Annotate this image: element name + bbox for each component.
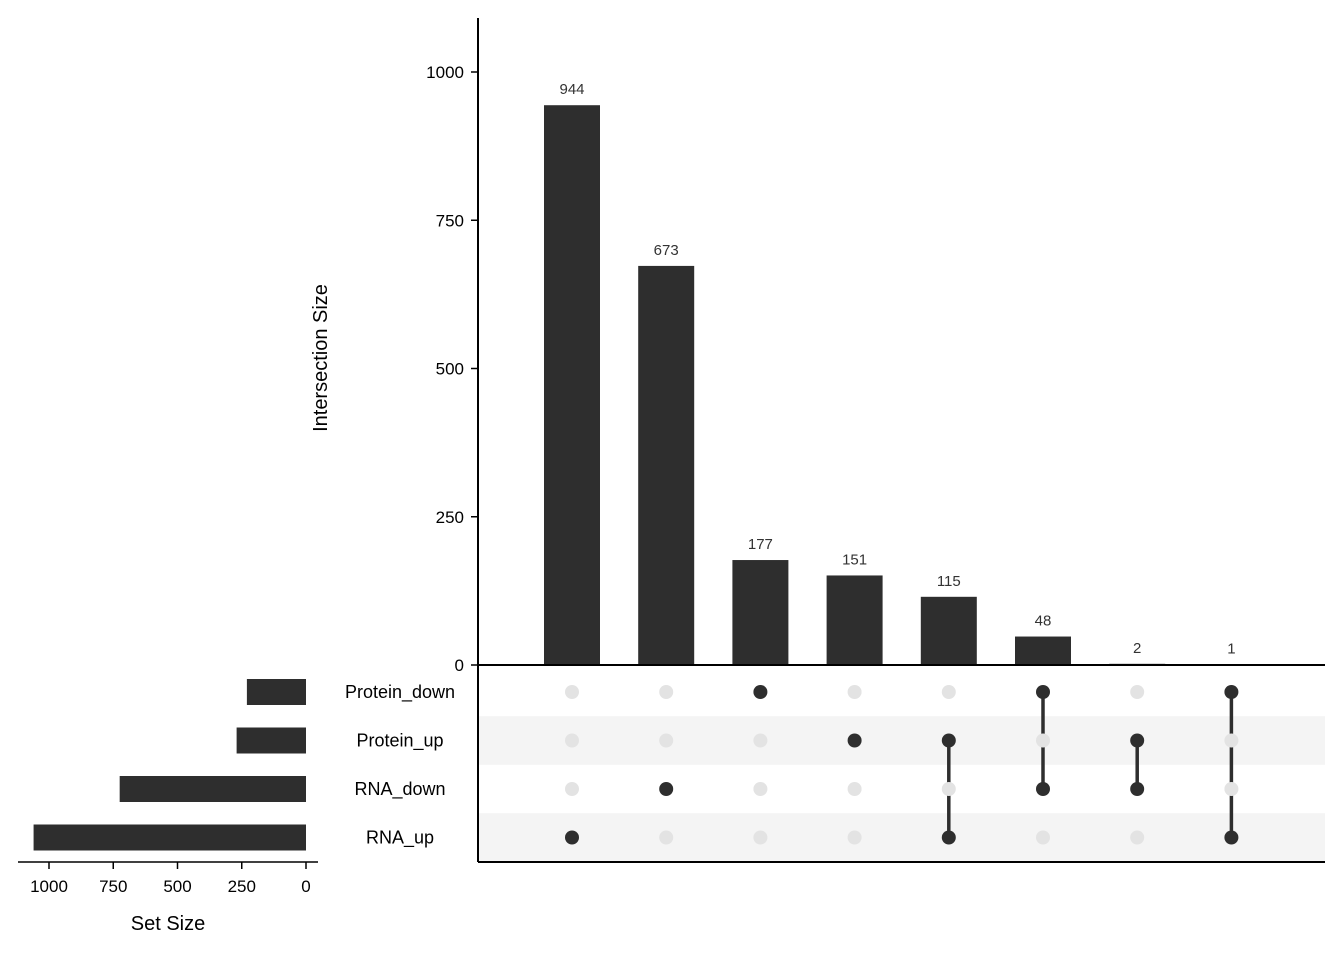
matrix-dot-active xyxy=(941,830,956,845)
intersection-bar xyxy=(920,596,977,665)
matrix-dot-active xyxy=(1224,830,1239,845)
matrix-dot-active xyxy=(941,733,956,748)
matrix-dot-inactive xyxy=(941,685,956,699)
set-label: RNA_down xyxy=(354,779,445,800)
set-size-tick-label: 750 xyxy=(99,877,127,896)
matrix-dot-active xyxy=(565,830,579,845)
set-size-bar xyxy=(119,776,306,802)
intersection-bar-value: 115 xyxy=(937,573,961,590)
matrix-row-stripe xyxy=(478,813,1325,862)
matrix-dot-active xyxy=(1036,685,1050,699)
matrix-dot-inactive xyxy=(659,685,674,699)
y-axis-tick-label: 250 xyxy=(436,508,464,527)
intersection-bar xyxy=(638,265,695,665)
matrix-dot-inactive xyxy=(565,782,579,796)
y-axis-tick-label: 1000 xyxy=(426,63,464,82)
intersection-bar xyxy=(544,105,600,665)
set-label: Protein_down xyxy=(345,682,455,703)
set-size-tick-label: 0 xyxy=(301,877,310,896)
y-axis-title: Intersection Size xyxy=(310,284,332,432)
matrix-stripes xyxy=(478,716,1325,862)
intersection-bar-value: 151 xyxy=(842,551,867,568)
set-labels: Protein_down Protein_up RNA_down RNA_up xyxy=(345,682,455,849)
matrix-dot-inactive xyxy=(659,733,674,748)
matrix-dot-inactive xyxy=(1130,685,1145,699)
set-size-tick-label: 500 xyxy=(163,877,191,896)
matrix-axes xyxy=(477,664,1325,863)
matrix-dot-active xyxy=(1224,685,1239,699)
matrix-dot-active xyxy=(847,733,862,748)
matrix-dot-inactive xyxy=(659,830,674,845)
set-size-tick-label: 1000 xyxy=(30,877,68,896)
intersection-bar xyxy=(732,560,789,665)
intersection-bar xyxy=(826,575,883,665)
bar-value-labels: 944 673 177 151 115 48 2 1 xyxy=(559,81,1235,657)
set-size-axis: 1000 750 500 250 0 xyxy=(18,861,318,896)
matrix-dot-active xyxy=(753,685,768,699)
matrix-dot-active xyxy=(659,782,674,796)
y-axis-tick-label: 500 xyxy=(436,360,464,379)
set-label: Protein_up xyxy=(356,731,443,752)
y-axis-tick-label: 750 xyxy=(436,211,464,230)
intersection-bar-value: 1 xyxy=(1227,640,1235,657)
intersection-bar-value: 944 xyxy=(559,81,584,98)
matrix-dot-inactive xyxy=(753,733,768,748)
set-size-axis-title: Set Size xyxy=(131,913,205,935)
matrix-dot-inactive xyxy=(847,685,862,699)
matrix-row-stripe xyxy=(478,716,1325,765)
matrix-dot-inactive xyxy=(565,733,579,748)
intersection-bar xyxy=(1015,636,1071,665)
matrix-dot-active xyxy=(1130,733,1145,748)
matrix-dot-inactive xyxy=(847,830,862,845)
matrix-dot-inactive xyxy=(1224,733,1239,748)
set-size-bars xyxy=(33,679,307,851)
matrix-dot-inactive xyxy=(941,782,956,796)
matrix-dot-active xyxy=(1130,782,1145,796)
matrix-dot-inactive xyxy=(847,782,862,796)
matrix-dots xyxy=(565,685,1239,845)
intersection-bar-value: 2 xyxy=(1133,640,1141,657)
set-size-bar xyxy=(33,824,307,851)
y-axis-tick-label: 0 xyxy=(455,656,464,675)
matrix-dot-inactive xyxy=(1224,782,1239,796)
intersection-bar-value: 48 xyxy=(1035,613,1052,630)
matrix-dot-inactive xyxy=(753,830,768,845)
intersection-bar-value: 673 xyxy=(654,242,679,259)
matrix-dot-inactive xyxy=(753,782,768,796)
intersection-bar-value: 177 xyxy=(748,536,773,553)
set-label: RNA_up xyxy=(366,828,434,849)
y-axis: 0 250 500 750 1000 xyxy=(426,18,479,675)
matrix-dot-inactive xyxy=(1130,830,1145,845)
set-size-tick-label: 250 xyxy=(228,877,256,896)
matrix-dot-active xyxy=(1036,782,1050,796)
matrix-dot-inactive xyxy=(1036,830,1050,845)
matrix-dot-inactive xyxy=(565,685,579,699)
matrix-dot-inactive xyxy=(1036,733,1050,748)
set-size-bar xyxy=(236,727,306,754)
intersection-bars xyxy=(544,105,1260,665)
set-size-bar xyxy=(246,679,306,705)
